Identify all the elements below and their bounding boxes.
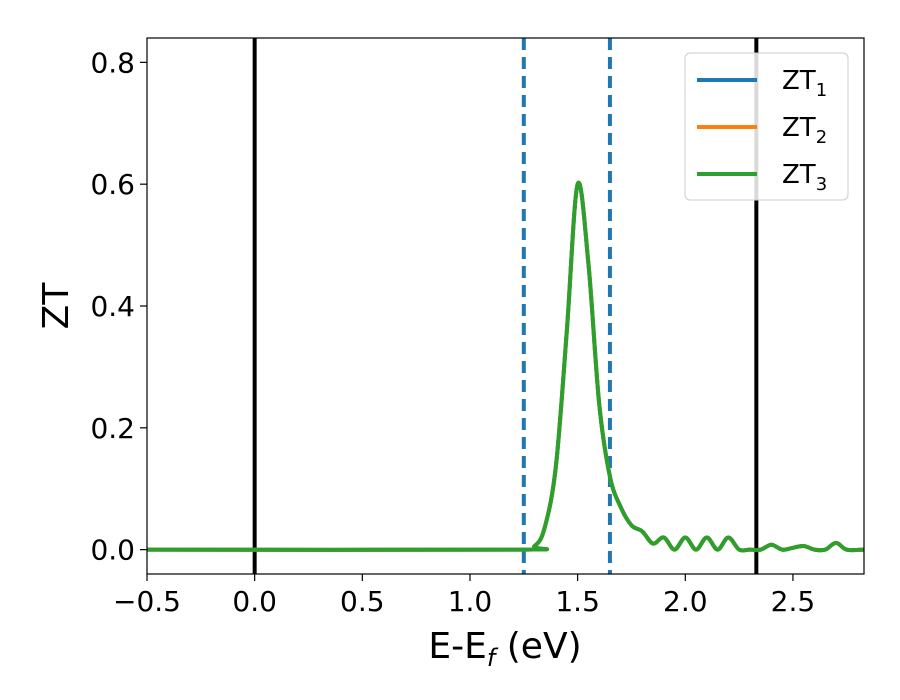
y-tick-label: 0.4 [90, 290, 135, 323]
x-axis-title: E-Ef (eV) [428, 626, 581, 672]
series-line-3 [147, 180, 864, 553]
x-tick-label: 2.5 [771, 585, 816, 618]
legend: ZT1 ZT2 ZT3 [684, 52, 849, 201]
y-tick-label: 0.8 [90, 46, 135, 79]
y-tick-label: 0.6 [90, 168, 135, 201]
y-tick-label: 0.0 [90, 534, 135, 567]
y-tick-label: 0.2 [90, 412, 135, 445]
legend-label-2: ZT2 [782, 113, 827, 148]
legend-label-3: ZT3 [782, 160, 827, 195]
x-tick-label: 1.5 [555, 585, 600, 618]
x-tick-label: 1.0 [448, 585, 493, 618]
y-axis-title: ZT [36, 282, 77, 330]
x-tick-label: 0.5 [340, 585, 385, 618]
legend-label-1: ZT1 [782, 66, 827, 101]
axes: −0.5 0.0 0.5 1.0 1.5 2.0 2.5 0.0 0.2 0.4 0.6 0.8 [90, 37, 865, 618]
x-tick-label: 2.0 [663, 585, 708, 618]
x-tick-label: 0.0 [232, 585, 277, 618]
plot-content [147, 38, 864, 574]
x-tick-label: −0.5 [113, 585, 181, 618]
plot-area [147, 38, 864, 574]
legend-box [684, 52, 849, 201]
